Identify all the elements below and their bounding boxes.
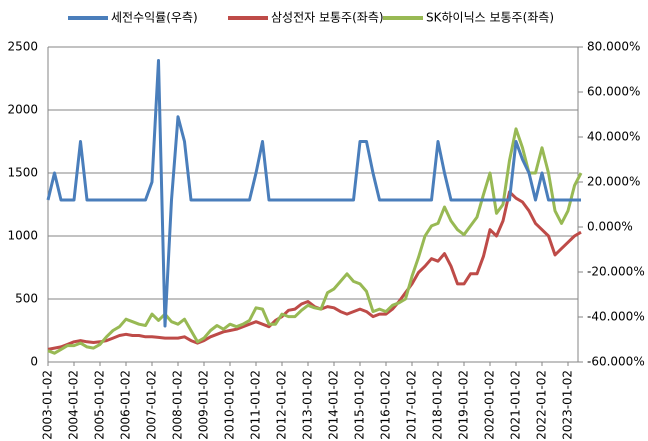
legend-label: 삼성전자 보통주(좌측) [271, 11, 384, 25]
legend-label: 세전수익률(우측) [111, 11, 198, 25]
x-tick-label: 2006-01-02 [119, 370, 133, 440]
x-tick-label: 2021-01-02 [509, 370, 523, 440]
x-tick-label: 2017-01-02 [405, 370, 419, 440]
y2-tick-label: 60.000% [587, 85, 640, 99]
x-tick-label: 2012-01-02 [275, 370, 289, 440]
x-tick-label: 2009-01-02 [197, 370, 211, 440]
y2-tick-label: 80.000% [587, 40, 640, 54]
x-tick-label: 2003-01-02 [41, 370, 55, 440]
y2-tick-label: -20.000% [587, 265, 645, 279]
x-tick-label: 2015-01-02 [353, 370, 367, 440]
x-tick-label: 2016-01-02 [379, 370, 393, 440]
y2-tick-label: 20.000% [587, 175, 640, 189]
x-tick-label: 2023-01-02 [561, 370, 575, 440]
y2-tick-label: -60.000% [587, 355, 645, 369]
x-tick-label: 2007-01-02 [145, 370, 159, 440]
x-tick-label: 2019-01-02 [457, 370, 471, 440]
y-tick-label: 2500 [7, 40, 38, 54]
x-tick-label: 2018-01-02 [431, 370, 445, 440]
y-tick-label: 1500 [7, 166, 38, 180]
x-tick-label: 2010-01-02 [223, 370, 237, 440]
x-tick-label: 2014-01-02 [327, 370, 341, 440]
x-tick-label: 2004-01-02 [67, 370, 81, 440]
x-tick-label: 2008-01-02 [171, 370, 185, 440]
y-tick-label: 500 [15, 292, 38, 306]
y2-tick-label: -40.000% [587, 310, 645, 324]
series-line [46, 59, 581, 328]
y-tick-label: 1000 [7, 229, 38, 243]
x-tick-label: 2011-01-02 [249, 370, 263, 440]
y-tick-label: 0 [30, 355, 38, 369]
x-tick-label: 2013-01-02 [301, 370, 315, 440]
x-tick-label: 2022-01-02 [535, 370, 549, 440]
y2-tick-label: 0.000% [587, 220, 633, 234]
series-line [47, 190, 582, 351]
x-tick-label: 2020-01-02 [483, 370, 497, 440]
y2-tick-label: 40.000% [587, 130, 640, 144]
x-tick-label: 2005-01-02 [93, 370, 107, 440]
series-line [47, 127, 583, 355]
legend-label: SK하이닉스 보통주(좌측) [426, 11, 554, 25]
y-tick-label: 2000 [7, 103, 38, 117]
